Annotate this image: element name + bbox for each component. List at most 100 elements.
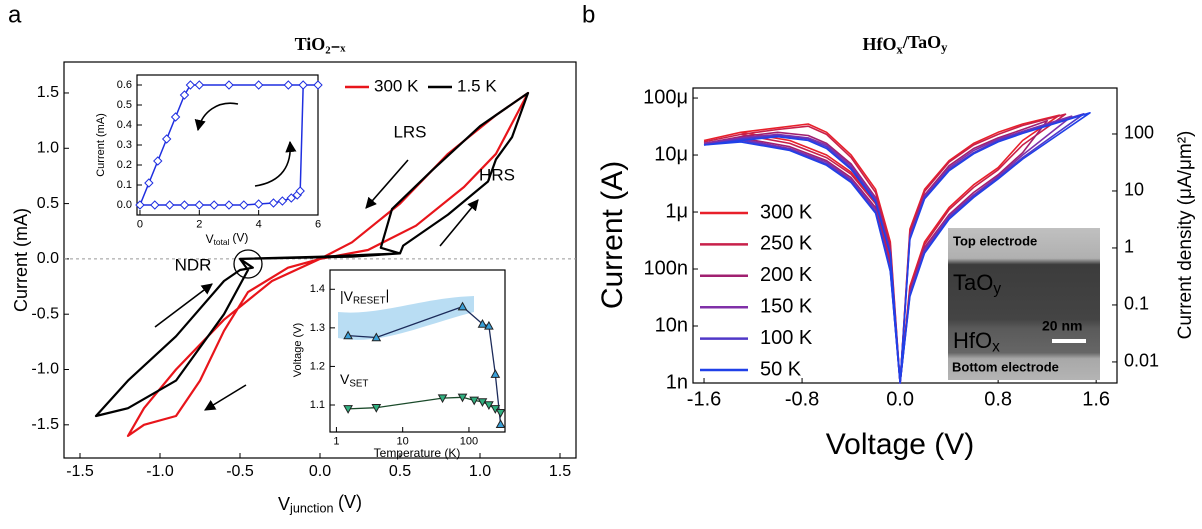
data-point	[239, 200, 249, 210]
annotation: NDR	[175, 255, 212, 274]
y2-tick-label: 0.1	[1124, 294, 1149, 314]
series-label-part: SET	[349, 378, 368, 389]
series-line	[703, 113, 1067, 384]
y-tick-label: 0.5	[37, 195, 59, 212]
y-tick-label: 100n	[644, 257, 689, 279]
y-tick-label: -0.5	[31, 305, 59, 322]
inset-text: TaOy	[953, 270, 1001, 298]
legend-label: 50 K	[760, 358, 802, 380]
y-axis-label: Current (mA)	[95, 113, 107, 177]
data-point	[185, 80, 196, 90]
x-tick-label: 1	[333, 435, 339, 447]
series-line	[703, 119, 1048, 384]
legend-label: 200 K	[760, 264, 813, 286]
x-tick-label: 1.6	[1082, 388, 1110, 410]
data-point	[277, 196, 288, 206]
data-point	[194, 80, 205, 90]
data-point	[253, 80, 264, 90]
arrow	[254, 140, 297, 187]
data-point	[495, 409, 506, 418]
series-label-part: |	[386, 286, 390, 302]
data-point	[209, 200, 219, 210]
x-tick-label: 0	[137, 218, 143, 230]
x-axis-label-part: V	[278, 494, 290, 514]
uncertainty-band	[338, 296, 474, 340]
data-point	[144, 178, 154, 188]
y2-tick-label: 1	[1124, 237, 1134, 257]
x-axis-label-part: (V)	[232, 231, 248, 245]
arrow	[154, 283, 213, 328]
tem-image	[948, 228, 1100, 380]
data-point	[194, 200, 205, 210]
arrow	[365, 159, 409, 209]
x-axis-label: Voltage (V)	[826, 428, 974, 461]
data-point	[286, 193, 297, 203]
arrow	[194, 102, 239, 132]
annotation: LRS	[393, 122, 426, 141]
y-tick-label: 10μ	[654, 143, 688, 165]
data-point	[224, 80, 234, 90]
panel-label: b	[582, 1, 595, 28]
series-line	[94, 91, 530, 418]
x-axis-label: Vtotal (V)	[206, 231, 249, 247]
y-tick-label: -1.0	[31, 361, 59, 378]
data-point	[484, 320, 494, 330]
y-tick-label: 1.5	[37, 84, 59, 101]
data-point	[135, 200, 145, 210]
series-label-part: |V	[340, 288, 354, 304]
x-tick-label: 0.5	[389, 463, 411, 480]
data-point	[477, 318, 488, 328]
data-point	[150, 200, 160, 210]
series-label-part: V	[340, 371, 350, 387]
series-line	[703, 115, 1073, 384]
x-tick-label: -0.5	[226, 463, 254, 480]
y-tick-label: 0.2	[117, 159, 132, 171]
x-axis-label-part: junction	[289, 502, 333, 516]
y-tick-label: 0.0	[117, 199, 132, 211]
y-tick-label: -1.5	[31, 416, 59, 433]
legend-label: 300 K	[374, 76, 419, 95]
data-point	[179, 90, 190, 100]
y-tick-label: 0.1	[117, 179, 132, 191]
arrow	[204, 384, 247, 411]
x-tick-label: 0.8	[984, 388, 1012, 410]
series-line	[126, 91, 530, 437]
data-point	[343, 405, 353, 414]
x-tick-label: 1.0	[469, 463, 491, 480]
plot-area	[329, 269, 506, 433]
x-tick-label: 1.5	[549, 463, 571, 480]
y-tick-label: 1.1	[310, 399, 325, 411]
series-label: |VRESET|	[340, 286, 389, 306]
y-tick-label: 0.6	[117, 79, 132, 91]
x-tick-label: 6	[315, 218, 321, 230]
inset-text-part: y	[993, 280, 1001, 297]
data-point	[295, 186, 305, 196]
y-axis-label: Voltage (V)	[292, 323, 304, 377]
y-tick-label: 1.3	[310, 322, 325, 334]
data-point	[298, 80, 308, 90]
data-point	[437, 394, 448, 404]
x-axis-label-part: total	[214, 237, 230, 247]
x-axis-label-part: V	[206, 232, 214, 246]
chart-title: TiO₂₋ₓ	[295, 34, 347, 54]
y-tick-label: 0.3	[117, 139, 132, 151]
y-tick-label: 0.5	[117, 99, 132, 111]
x-tick-label: 4	[256, 218, 262, 230]
data-point	[268, 198, 279, 208]
data-point	[343, 330, 353, 340]
x-tick-label: 10	[397, 435, 409, 447]
data-point	[477, 398, 488, 407]
x-tick-label: 0.0	[309, 463, 331, 480]
data-point	[161, 134, 172, 144]
data-point	[313, 80, 323, 90]
data-point	[490, 369, 501, 378]
x-axis-label-part: (V)	[338, 492, 362, 512]
x-tick-label: -1.5	[66, 463, 94, 480]
legend-label: 250 K	[760, 233, 813, 255]
panel-label: a	[8, 1, 22, 28]
y2-tick-label: 0.01	[1124, 351, 1159, 371]
data-point	[457, 393, 468, 403]
x-tick-label: 2	[196, 218, 202, 230]
y-tick-label: 1.4	[310, 283, 325, 295]
